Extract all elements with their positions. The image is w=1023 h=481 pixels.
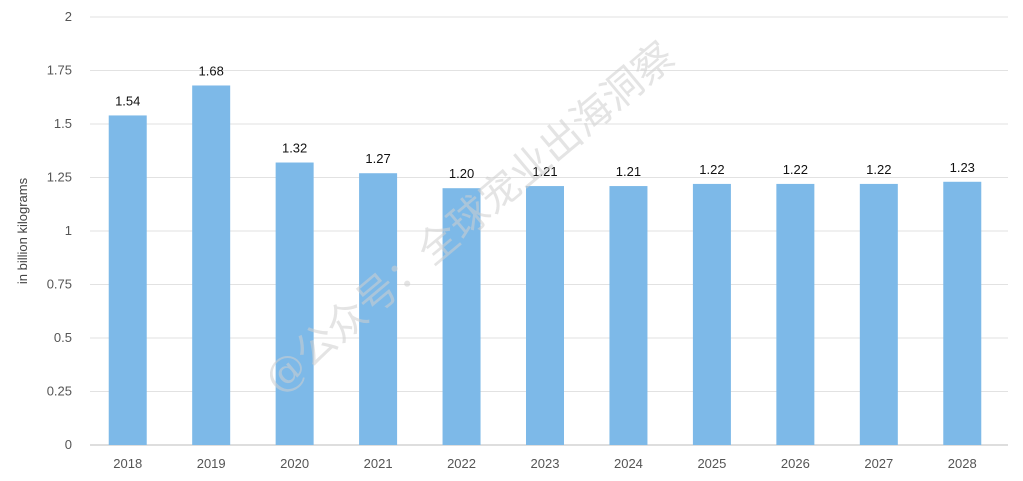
bar [859, 183, 898, 446]
bar [275, 162, 314, 445]
bar-value-label: 1.22 [699, 162, 724, 177]
y-tick-label: 1.75 [47, 63, 72, 78]
bar-value-label: 1.68 [199, 63, 224, 78]
y-tick-label: 0.25 [47, 384, 72, 399]
x-tick-label: 2020 [280, 456, 309, 471]
x-tick-label: 2024 [614, 456, 643, 471]
bar-value-label: 1.22 [783, 162, 808, 177]
bar [692, 183, 731, 446]
y-tick-label: 2 [65, 9, 72, 24]
x-tick-label: 2025 [697, 456, 726, 471]
bar-value-label: 1.32 [282, 141, 307, 156]
x-tick-label: 2021 [364, 456, 393, 471]
bars [108, 85, 982, 446]
y-axis-label: in billion kilograms [15, 177, 30, 284]
y-tick-label: 0.75 [47, 277, 72, 292]
x-tick-label: 2018 [113, 456, 142, 471]
bar [442, 188, 481, 445]
x-axis-ticks: 2018 2019 2020 2021 2022 2023 2024 2025 2026 2027… [113, 456, 976, 471]
y-axis-ticks: 0 0.25 0.5 0.75 1 1.25 1.5 1.75 2 [47, 9, 72, 452]
bar-value-label: 1.23 [950, 160, 975, 175]
bar-value-label: 1.20 [449, 166, 474, 181]
x-tick-label: 2027 [864, 456, 893, 471]
data-labels: 1.54 1.68 1.32 1.27 1.20 1.21 1.21 1.22 1.22 1.22… [115, 63, 975, 181]
bar-value-label: 1.27 [365, 151, 390, 166]
bar-value-label: 1.21 [616, 164, 641, 179]
y-tick-label: 1 [65, 223, 72, 238]
bar [776, 183, 815, 446]
bar-value-label: 1.22 [866, 162, 891, 177]
bar [108, 115, 147, 445]
x-tick-label: 2028 [948, 456, 977, 471]
bar-value-label: 1.54 [115, 93, 140, 108]
bar-value-label: 1.21 [532, 164, 557, 179]
bar [526, 186, 564, 445]
bar [192, 85, 231, 445]
x-tick-label: 2023 [531, 456, 560, 471]
y-tick-label: 0.5 [54, 330, 72, 345]
y-tick-label: 1.25 [47, 170, 72, 185]
bar [359, 173, 398, 445]
bar [609, 186, 648, 445]
y-tick-label: 0 [65, 437, 72, 452]
x-tick-label: 2019 [197, 456, 226, 471]
bar [943, 181, 982, 445]
y-tick-label: 1.5 [54, 116, 72, 131]
x-tick-label: 2026 [781, 456, 810, 471]
x-tick-label: 2022 [447, 456, 476, 471]
